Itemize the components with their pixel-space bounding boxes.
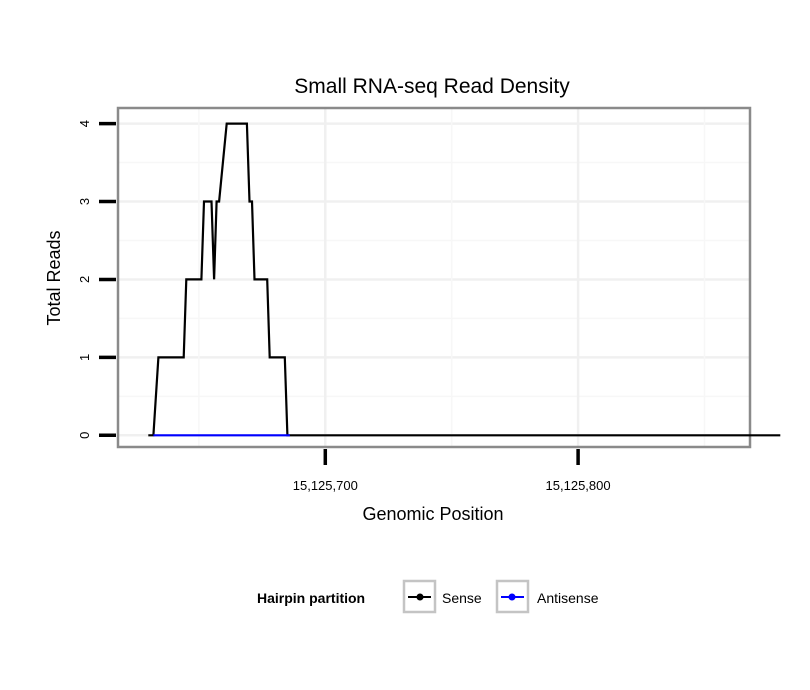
- chart-title: Small RNA-seq Read Density: [294, 75, 570, 98]
- series-line-sense: [148, 122, 781, 437]
- legend-item-antisense: Antisense: [495, 579, 599, 614]
- y-tick-label: 1: [77, 354, 92, 361]
- y-axis-label: Total Reads: [44, 230, 64, 325]
- legend-label-antisense: Antisense: [537, 590, 599, 606]
- y-tick-label: 0: [77, 432, 92, 439]
- y-tick-label: 3: [77, 198, 92, 205]
- x-tick-label: 15,125,700: [293, 478, 358, 493]
- legend-label-sense: Sense: [442, 590, 482, 606]
- plot-panel-border: [116, 106, 752, 449]
- x-axis-label: Genomic Position: [362, 504, 503, 524]
- axes: 0 1 2 3 4 15,125,700 15,125,800: [77, 120, 611, 493]
- x-tick-label: 15,125,800: [546, 478, 611, 493]
- series-layer: [148, 122, 781, 437]
- legend: Hairpin partition Sense Antisense: [257, 579, 599, 614]
- legend-item-sense: Sense: [402, 579, 482, 614]
- legend-title: Hairpin partition: [257, 590, 365, 606]
- y-tick-label: 4: [77, 120, 92, 127]
- grid: [118, 108, 750, 447]
- y-tick-label: 2: [77, 276, 92, 283]
